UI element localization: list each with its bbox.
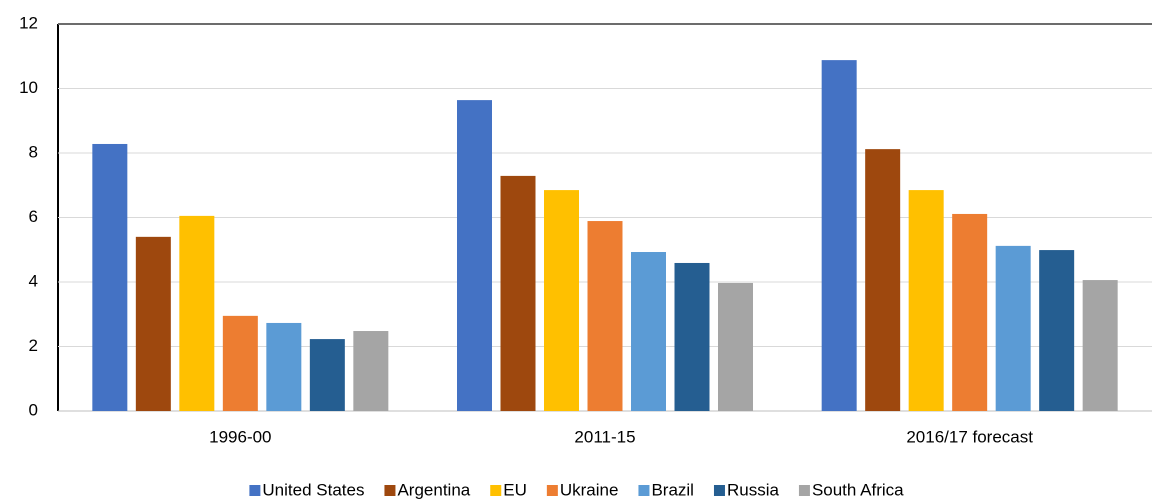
legend-swatch <box>490 485 502 496</box>
bar <box>718 282 753 411</box>
legend-label: United States <box>262 480 364 499</box>
bar <box>865 149 901 411</box>
bar <box>995 245 1031 411</box>
bar <box>587 221 623 411</box>
legend-label: Brazil <box>651 480 694 499</box>
bar <box>821 60 857 412</box>
x-tick-label: 1996-00 <box>209 427 271 446</box>
bar <box>631 252 666 411</box>
bar <box>1082 280 1118 411</box>
legend-label: Argentina <box>397 480 470 499</box>
legend-swatch <box>249 485 261 496</box>
bar <box>179 215 215 411</box>
legend-label: EU <box>503 480 527 499</box>
bar <box>222 315 258 411</box>
y-tick-label: 10 <box>19 78 38 97</box>
bar <box>135 236 171 411</box>
bar <box>353 331 389 411</box>
legend-swatch <box>384 485 396 496</box>
legend-swatch <box>546 485 558 496</box>
bar <box>952 213 988 411</box>
legend-swatch <box>638 485 650 496</box>
legend-swatch <box>713 485 725 496</box>
legend-label: South Africa <box>812 480 904 499</box>
y-tick-label: 0 <box>29 400 38 419</box>
y-tick-label: 4 <box>29 271 38 290</box>
legend-swatch <box>798 485 810 496</box>
bar <box>266 322 302 411</box>
x-tick-label: 2011-15 <box>574 427 635 446</box>
y-tick-label: 6 <box>29 207 38 226</box>
legend-label: Ukraine <box>560 480 619 499</box>
bar <box>544 190 579 411</box>
bar <box>908 190 944 411</box>
bar <box>309 339 345 411</box>
bar <box>500 175 536 411</box>
bar <box>674 262 710 411</box>
legend-label: Russia <box>727 480 780 499</box>
bar <box>92 143 128 411</box>
y-tick-label: 8 <box>29 142 38 161</box>
bar <box>457 100 492 412</box>
y-tick-label: 2 <box>29 336 38 355</box>
y-tick-label: 12 <box>19 13 38 32</box>
bar <box>1039 250 1075 411</box>
x-tick-label: 2016/17 forecast <box>906 427 1033 446</box>
